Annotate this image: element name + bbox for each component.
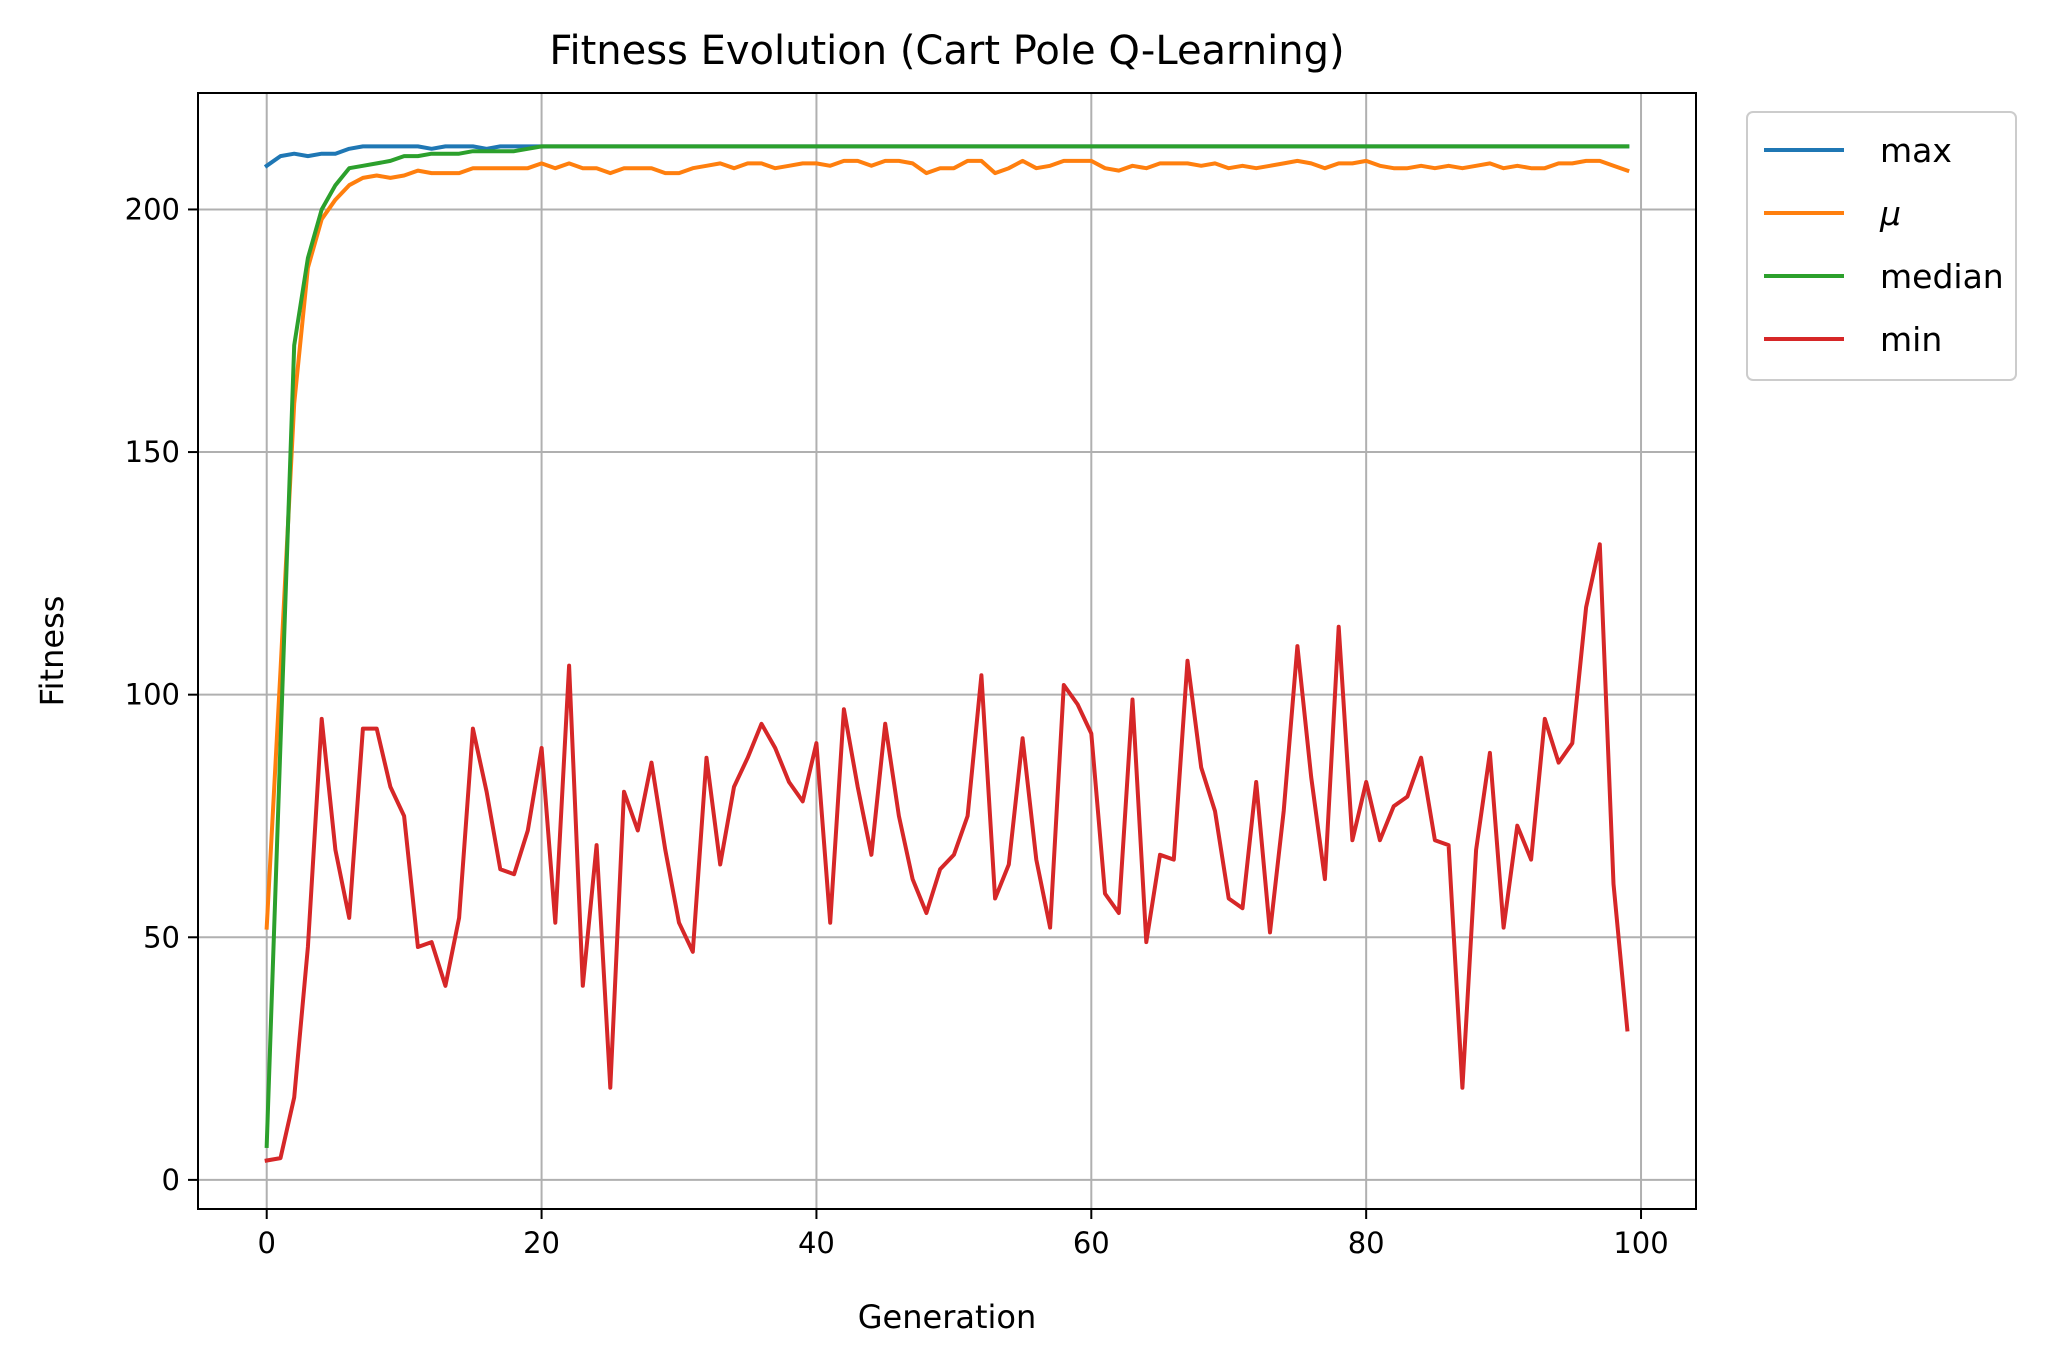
x-tick-label: 100 — [1613, 1226, 1668, 1260]
x-tick-label: 0 — [257, 1226, 275, 1260]
legend-label-mean: μ — [1879, 194, 1901, 233]
y-axis-title: Fitness — [33, 596, 71, 707]
x-tick-label: 20 — [523, 1226, 560, 1260]
y-tick-label: 200 — [125, 192, 180, 226]
series-line-min — [264, 542, 1630, 1163]
legend-frame — [1746, 111, 2017, 381]
x-axis-title: Generation — [858, 1298, 1037, 1336]
legend: max μ median min — [1746, 111, 2017, 381]
ticks: 0 20 40 60 80 100 0 50 100 150 200 — [125, 192, 1669, 1260]
series-layer — [263, 144, 1630, 1163]
x-tick-label: 60 — [1073, 1226, 1110, 1260]
grid — [198, 93, 1696, 1209]
series-line-mean — [264, 158, 1630, 930]
series-line-median — [264, 144, 1630, 1148]
y-tick-label: 150 — [125, 435, 180, 469]
x-tick-label: 80 — [1348, 1226, 1385, 1260]
chart-title: Fitness Evolution (Cart Pole Q-Learning) — [549, 28, 1344, 74]
y-tick-label: 0 — [162, 1163, 180, 1197]
x-tick-label: 40 — [798, 1226, 835, 1260]
plot-background — [198, 93, 1696, 1209]
legend-label-median: median — [1880, 257, 2004, 296]
y-tick-label: 50 — [143, 920, 180, 954]
plot-frame — [197, 92, 1697, 1210]
y-tick-label: 100 — [125, 678, 180, 712]
legend-label-max: max — [1880, 131, 1952, 170]
legend-label-min: min — [1880, 320, 1942, 359]
